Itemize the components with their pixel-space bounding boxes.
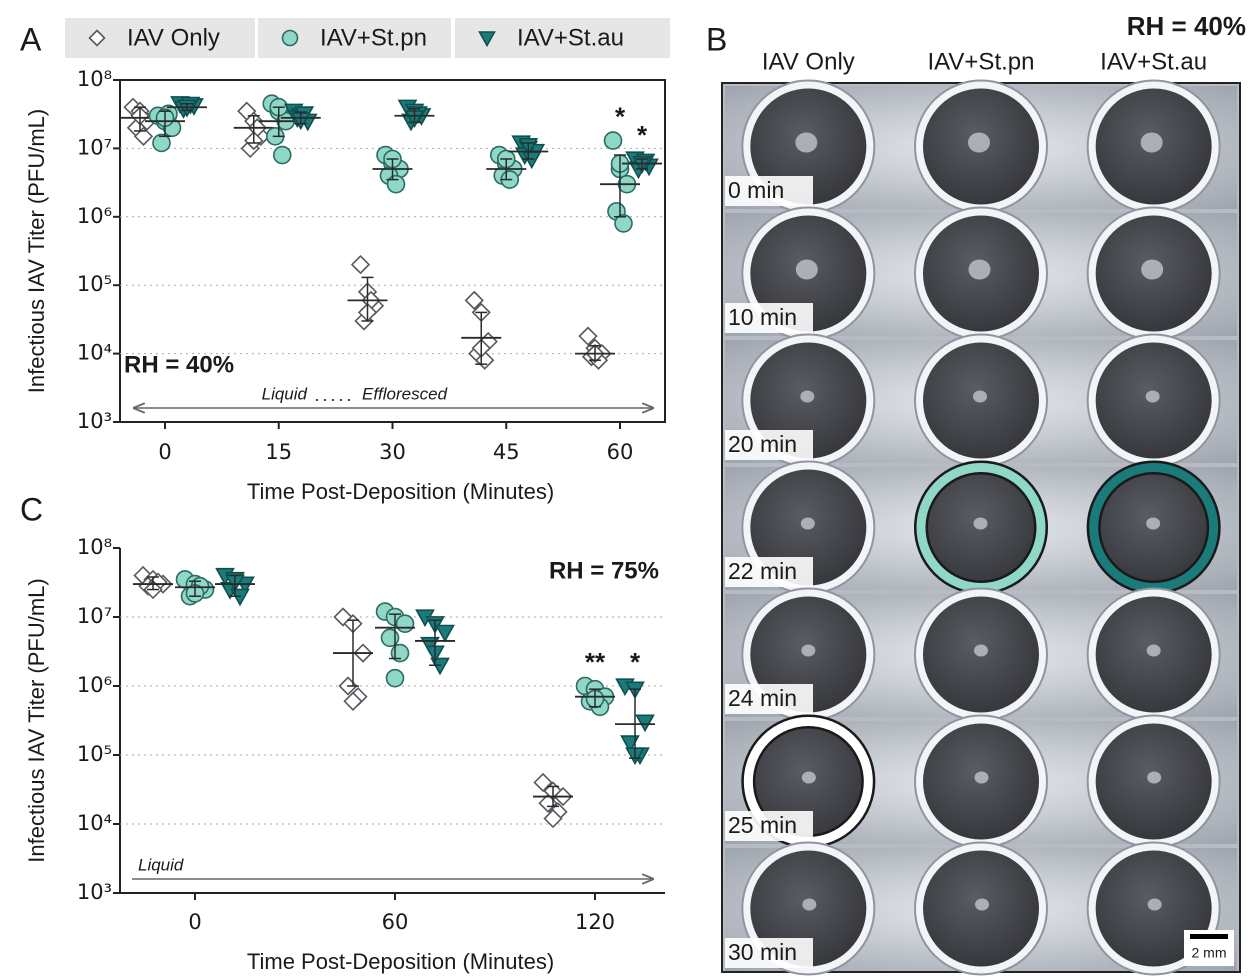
significance-label: *	[630, 647, 641, 677]
x-tick-label: 120	[575, 910, 615, 934]
x-axis-title: Time Post-Deposition (Minutes)	[247, 949, 554, 974]
droplet	[973, 391, 987, 403]
droplet	[1148, 899, 1162, 911]
panel-label: B	[706, 21, 727, 57]
data-point	[352, 256, 369, 273]
droplet	[1141, 260, 1163, 280]
panel-label: C	[20, 491, 43, 527]
legend-marker	[283, 31, 298, 46]
droplet	[800, 391, 814, 403]
y-tick-label: 10³	[77, 880, 112, 904]
droplet	[796, 260, 818, 280]
data-point	[437, 626, 454, 641]
data-point	[382, 629, 399, 646]
y-tick-label: 10⁶	[77, 673, 112, 697]
droplet	[969, 260, 991, 280]
y-tick-label: 10⁷	[77, 604, 112, 628]
significance-label: *	[615, 101, 626, 131]
condition-label: RH = 40%	[124, 351, 234, 378]
droplet	[1147, 772, 1161, 784]
y-tick-label: 10⁵	[77, 272, 112, 296]
x-tick-label: 45	[493, 440, 520, 464]
droplet	[974, 518, 988, 530]
phase-label: Liquid	[138, 855, 184, 874]
column-header: IAV+St.pn	[928, 48, 1035, 75]
data-point	[232, 589, 249, 604]
x-tick-label: 60	[607, 440, 634, 464]
figure: A 10³ 10⁴ 10⁵ 10⁶ 10⁷ 10⁸ 0 15 30 45 60 Infectious I…	[0, 0, 1254, 977]
x-axis-title: Time Post-Deposition (Minutes)	[247, 479, 554, 504]
droplet	[1147, 645, 1161, 657]
phase-label: Effloresced	[362, 384, 448, 403]
legend-label: IAV Only	[127, 24, 220, 51]
droplet	[802, 772, 816, 784]
row-label: 30 min	[728, 939, 797, 965]
droplet	[974, 645, 988, 657]
droplet	[1141, 133, 1163, 153]
data-point	[397, 615, 414, 632]
y-tick-label: 10⁸	[77, 535, 112, 559]
scale-bar-label: 2 mm	[1192, 945, 1227, 961]
row-label: 20 min	[728, 431, 797, 457]
row-label: 10 min	[728, 304, 797, 330]
row-label: 24 min	[728, 685, 797, 711]
legend-label: IAV+St.au	[517, 24, 624, 51]
x-tick-label: 30	[379, 440, 406, 464]
significance-label: **	[585, 647, 606, 677]
y-tick-label: 10⁸	[77, 67, 112, 91]
significance-label: *	[637, 120, 648, 150]
row-label: 0 min	[728, 177, 784, 203]
data-point	[274, 147, 291, 164]
legend-label: IAV+St.pn	[320, 24, 427, 51]
condition-label: RH = 75%	[549, 557, 659, 584]
phase-label: Liquid	[262, 384, 308, 403]
droplet	[1146, 518, 1160, 530]
droplet	[801, 645, 815, 657]
y-tick-label: 10⁵	[77, 742, 112, 766]
y-tick-label: 10⁶	[77, 204, 112, 228]
y-tick-label: 10⁴	[77, 811, 112, 835]
y-tick-label: 10⁴	[77, 341, 112, 365]
droplet	[795, 133, 817, 153]
y-tick-label: 10³	[77, 409, 112, 433]
droplet	[802, 899, 816, 911]
y-axis-title: Infectious IAV Titer (PFU/mL)	[24, 109, 49, 393]
droplet	[975, 899, 989, 911]
column-header: IAV Only	[762, 48, 855, 75]
row-label: 25 min	[728, 812, 797, 838]
x-tick-label: 0	[158, 440, 171, 464]
column-header: IAV+St.au	[1100, 48, 1207, 75]
scale-bar	[1190, 934, 1228, 939]
y-tick-label: 10⁷	[77, 135, 112, 159]
data-point	[387, 670, 404, 687]
x-tick-label: 15	[265, 440, 292, 464]
panel-label: A	[20, 21, 42, 57]
x-tick-label: 0	[188, 910, 201, 934]
x-tick-label: 60	[382, 910, 409, 934]
data-point	[605, 132, 622, 149]
row-label: 22 min	[728, 558, 797, 584]
droplet	[975, 772, 989, 784]
y-axis-title: Infectious IAV Titer (PFU/mL)	[24, 578, 49, 862]
droplet	[1146, 391, 1160, 403]
droplet	[801, 518, 815, 530]
data-point	[637, 715, 654, 730]
data-point	[388, 176, 405, 193]
droplet	[968, 133, 990, 153]
panel-title: RH = 40%	[1127, 11, 1246, 41]
